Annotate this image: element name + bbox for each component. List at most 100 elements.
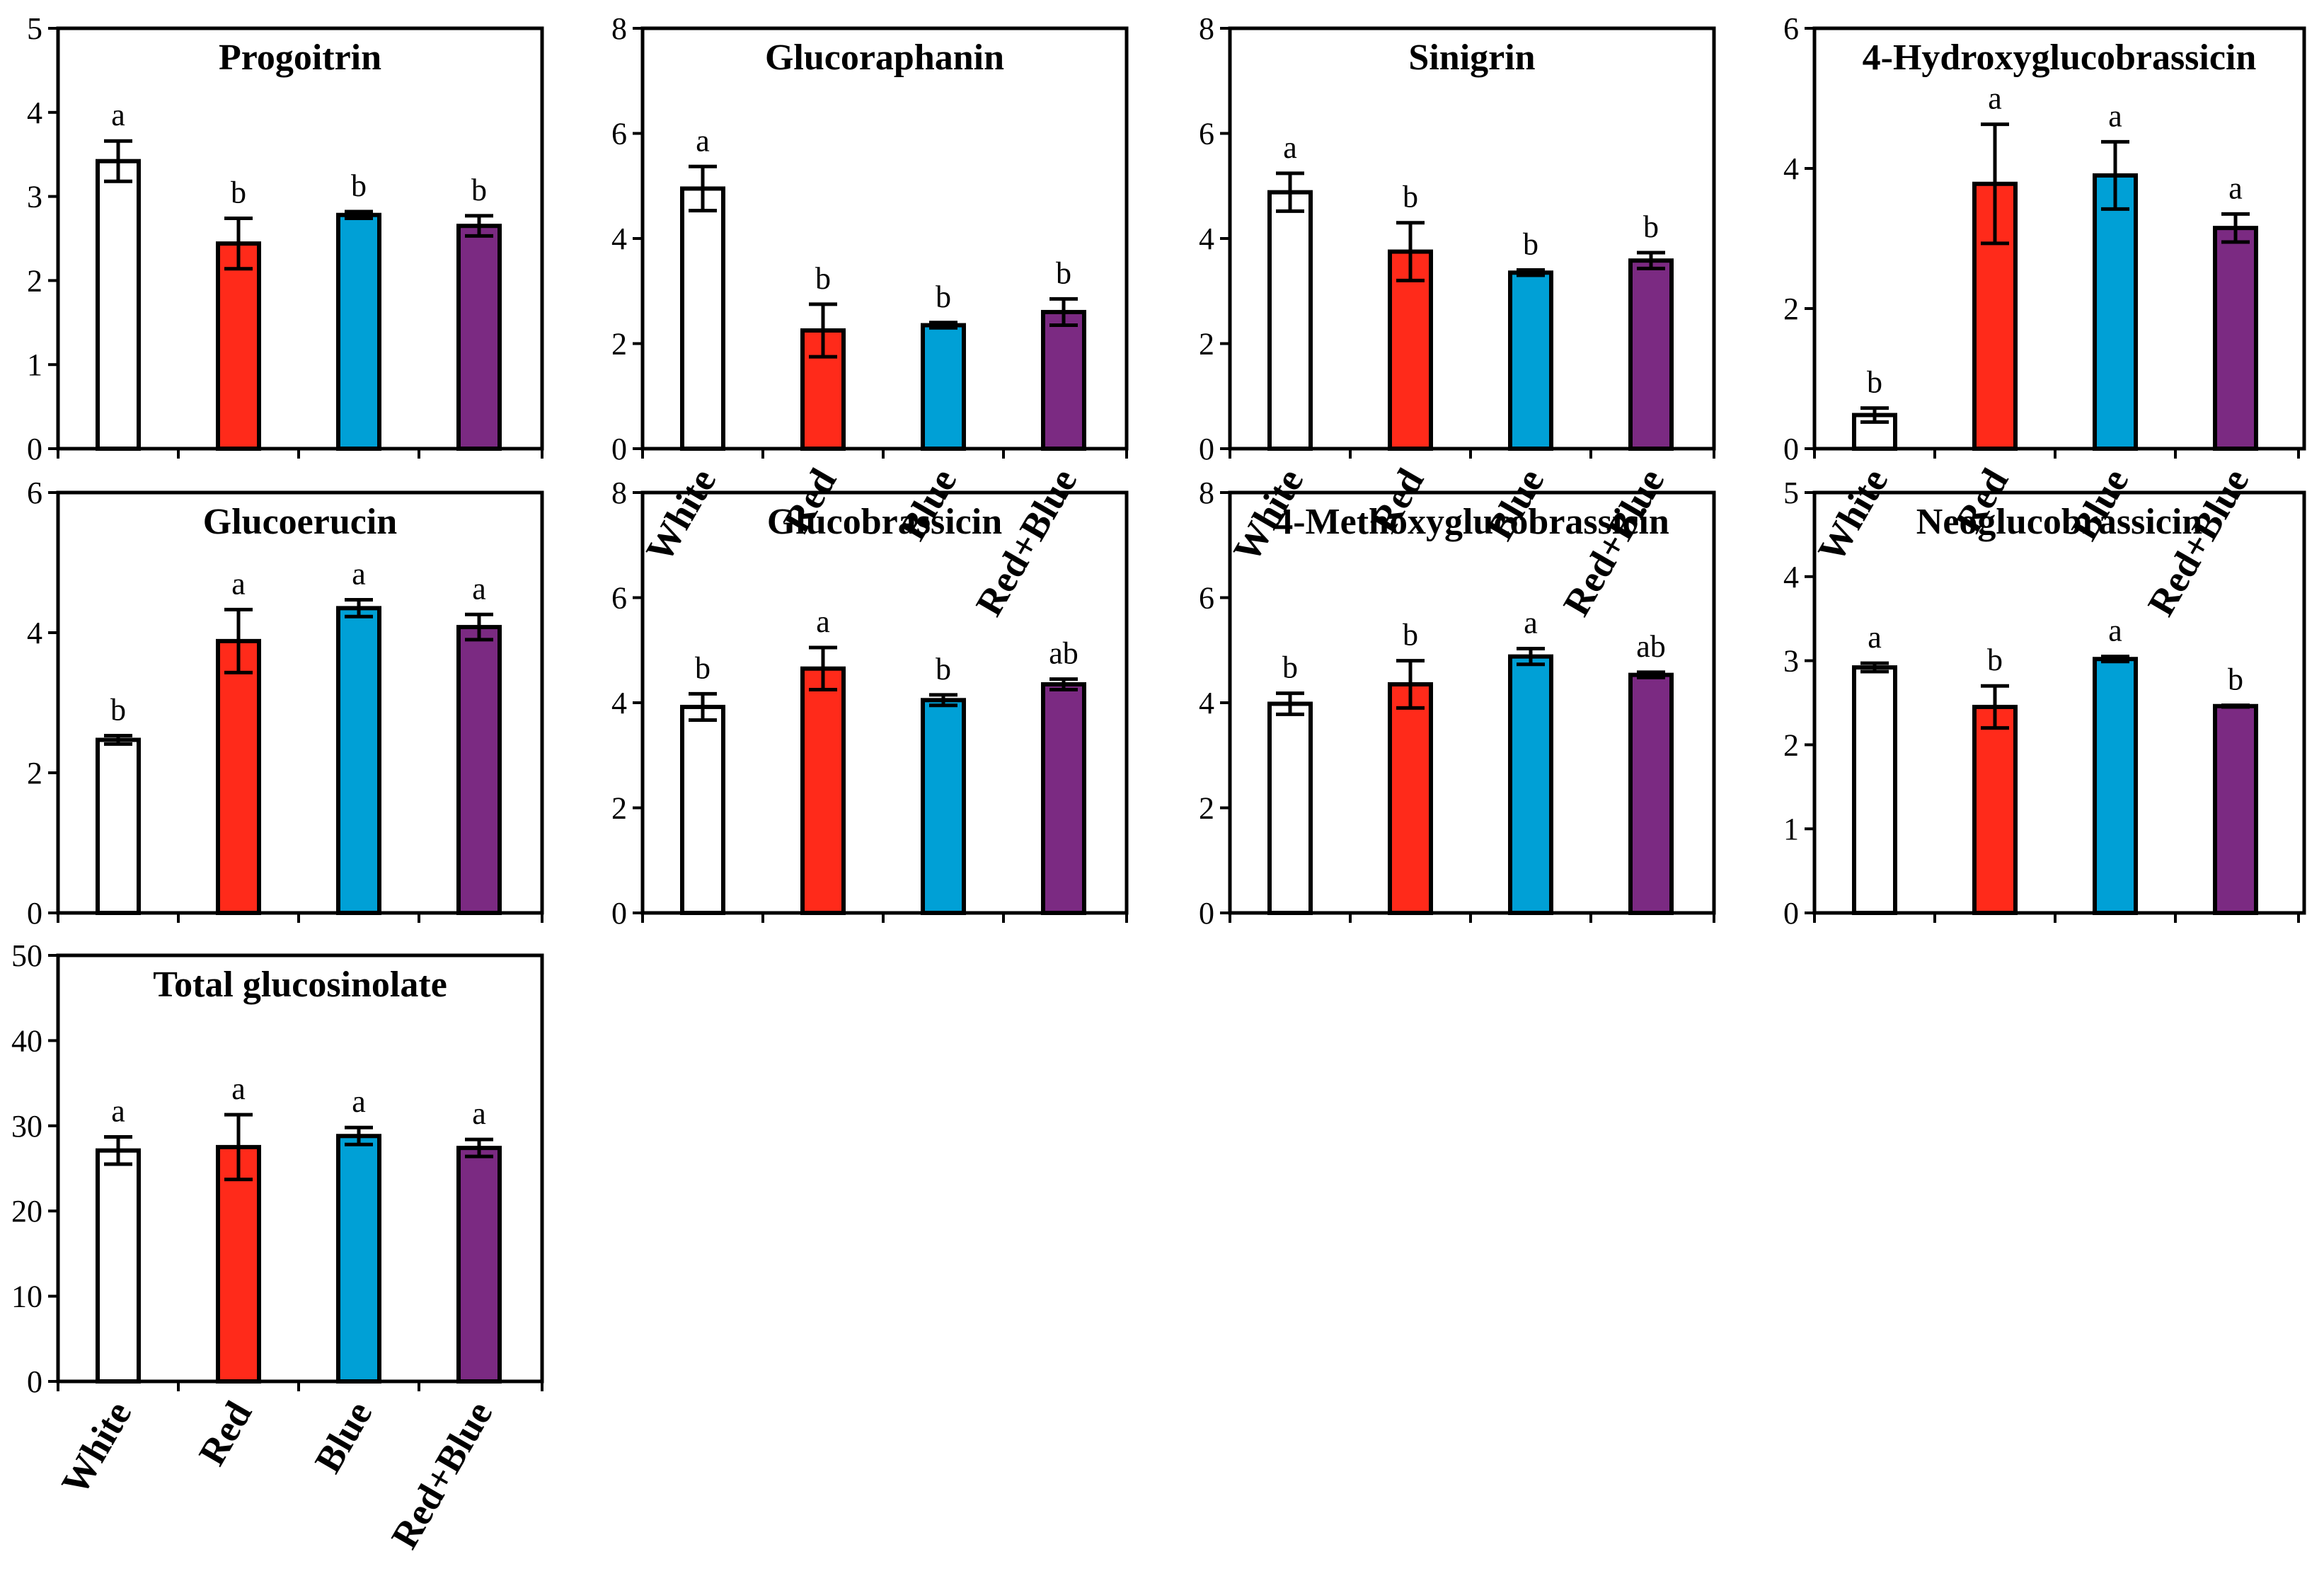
panel-title: Total glucosinolate — [153, 965, 447, 1005]
error-bar-red-blue — [1637, 251, 1665, 270]
panel-title: Neoglucobrassicin — [1916, 502, 2203, 542]
bar-red — [1388, 682, 1433, 915]
error-bar-blue — [345, 597, 373, 619]
y-tick-label: 2 — [1783, 292, 1799, 326]
panel-title: Sinigrin — [1408, 38, 1535, 78]
y-tick-label: 6 — [1199, 117, 1214, 151]
error-bar-red — [1981, 684, 2009, 730]
bar-blue — [336, 1134, 381, 1384]
error-bar-blue — [1517, 647, 1545, 667]
x-category-label-red: Red — [190, 1394, 260, 1473]
y-tick-label: 0 — [1199, 896, 1214, 931]
error-bar-red-blue — [465, 214, 493, 238]
significance-label: a — [231, 1071, 246, 1106]
error-bar-red-blue — [2221, 212, 2250, 244]
significance-label: b — [1523, 227, 1538, 262]
significance-label: a — [352, 556, 366, 591]
bar-white — [96, 737, 141, 915]
significance-label: b — [1403, 180, 1418, 214]
bar-blue — [1508, 654, 1553, 915]
significance-label: b — [1987, 643, 2003, 677]
bar-red — [800, 666, 846, 915]
significance-label: b — [351, 168, 367, 203]
error-bar-red — [1981, 122, 2009, 246]
significance-label: a — [231, 566, 246, 601]
significance-label: a — [2108, 614, 2122, 648]
bar-red — [216, 241, 261, 451]
significance-label: b — [110, 693, 126, 728]
error-bar-red — [1396, 659, 1425, 710]
significance-label: a — [472, 571, 486, 606]
bar-red — [216, 1144, 261, 1384]
error-bar-red — [1396, 221, 1425, 282]
y-tick-label: 3 — [27, 180, 42, 214]
bar-blue — [336, 606, 381, 915]
panel-title: Progoitrin — [219, 38, 381, 78]
significance-label: b — [815, 261, 831, 296]
error-bar-red-blue — [1049, 297, 1078, 328]
bar-red-blue — [456, 224, 502, 451]
panel-title: 4-Hydroxyglucobrassicin — [1863, 38, 2257, 78]
significance-label: a — [1524, 606, 1538, 640]
panel-frame — [1812, 490, 2306, 915]
panel-title: Glucoraphanin — [765, 38, 1004, 78]
bar-white — [96, 159, 141, 451]
error-bar-white — [1276, 691, 1304, 716]
significance-label: ab — [1049, 636, 1078, 671]
y-tick-label: 10 — [11, 1279, 42, 1314]
x-category-label-white: White — [53, 1394, 139, 1502]
significance-label: b — [936, 280, 951, 314]
y-tick-label: 4 — [611, 222, 627, 256]
error-bar-red-blue — [465, 1137, 493, 1158]
error-bar-red — [809, 645, 837, 691]
y-tick-label: 1 — [1783, 812, 1799, 846]
significance-label: b — [1282, 650, 1298, 685]
y-tick-label: 2 — [611, 327, 627, 362]
bar-white — [1852, 665, 1897, 915]
y-tick-label: 50 — [11, 938, 42, 973]
significance-label: b — [2228, 662, 2243, 697]
significance-label: a — [111, 1093, 125, 1128]
x-category-label-blue: Blue — [306, 1394, 380, 1480]
bar-white — [1267, 190, 1313, 451]
error-bar-white — [1276, 171, 1304, 213]
bar-blue — [1508, 270, 1553, 452]
significance-label: a — [1283, 130, 1297, 165]
error-bar-blue — [929, 321, 957, 330]
y-tick-label: 4 — [1783, 151, 1799, 186]
significance-label: b — [1867, 365, 1882, 400]
y-tick-label: 2 — [27, 756, 42, 790]
error-bar-white — [104, 1134, 132, 1166]
panel-frame — [1812, 26, 2306, 451]
significance-label: a — [1988, 81, 2002, 116]
x-category-label-red-blue: Red+Blue — [2139, 461, 2257, 623]
y-tick-label: 1 — [27, 347, 42, 382]
error-bar-red-blue — [2221, 703, 2250, 709]
panel-total-glucosinolate: 0 10 20 30 40 50 a White a Red a Blue a Red+Blue Total… — [11, 938, 544, 1555]
y-tick-label: 0 — [27, 1364, 42, 1399]
error-bar-white — [1860, 661, 1889, 674]
bar-red-blue — [1628, 258, 1674, 451]
error-bar-blue — [345, 209, 373, 220]
y-tick-label: 2 — [1199, 791, 1214, 826]
y-tick-label: 0 — [27, 432, 42, 466]
significance-label: ab — [1636, 629, 1666, 664]
panel-glucoerucin: 0 2 4 6 b a a a Glucoerucin — [27, 476, 544, 931]
y-tick-label: 30 — [11, 1109, 42, 1144]
panel-progoitrin: 0 1 2 3 4 5 a b b b Progoitrin — [27, 11, 544, 466]
y-tick-label: 5 — [27, 11, 42, 46]
significance-label: a — [696, 123, 710, 158]
panel-neoglucobrassicin: 0 1 2 3 4 5 a b a b Neoglucobrassicin — [1783, 476, 2306, 931]
panel-title: Glucoerucin — [203, 502, 398, 542]
panel-title: 4-Methoxyglucobrassicin — [1275, 502, 1669, 542]
y-tick-label: 2 — [611, 791, 627, 826]
y-tick-label: 4 — [1199, 222, 1214, 256]
bar-blue — [2093, 173, 2138, 451]
error-bar-blue — [345, 1125, 373, 1146]
y-tick-label: 0 — [27, 896, 42, 931]
panel-4-methoxyglucobrassicin: 0 2 4 6 8 b b a ab 4-Methoxyglucobrassicin — [1199, 476, 1716, 931]
y-tick-label: 8 — [611, 11, 627, 46]
significance-label: b — [1056, 255, 1071, 290]
significance-label: a — [816, 604, 830, 639]
